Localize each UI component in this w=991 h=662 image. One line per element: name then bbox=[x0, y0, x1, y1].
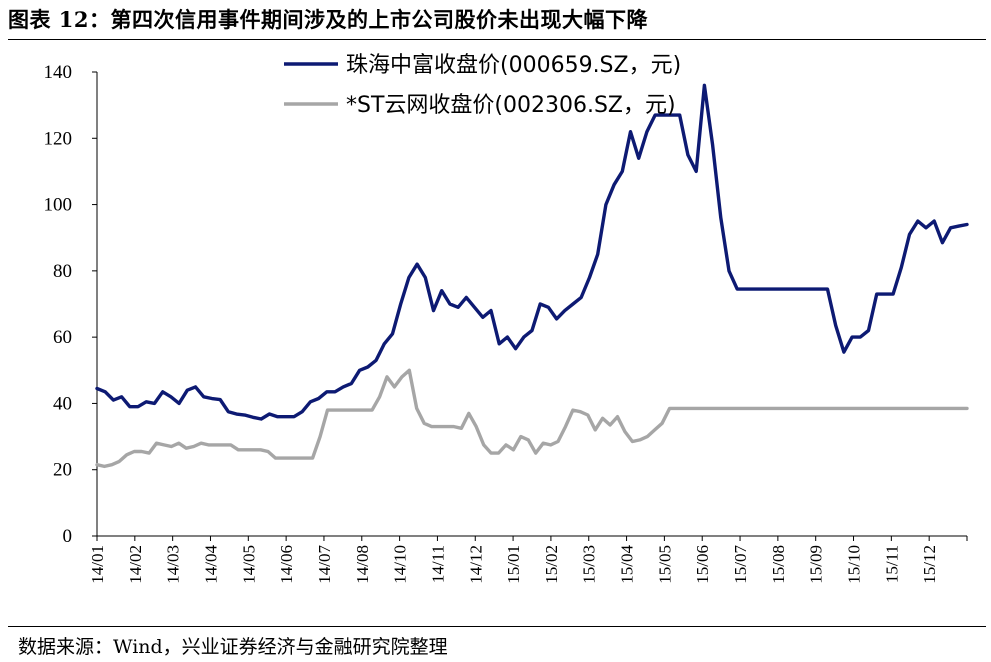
x-tick-label: 15/03 bbox=[580, 545, 599, 584]
x-tick-label: 14/03 bbox=[164, 545, 183, 584]
x-tick-label: 15/09 bbox=[807, 545, 826, 584]
series-line-2 bbox=[95, 368, 969, 469]
x-tick-label: 15/11 bbox=[882, 545, 901, 583]
y-tick-label: 60 bbox=[53, 327, 72, 348]
chart-legend: 珠海中富收盘价(000659.SZ，元) *ST云网收盘价(002306.SZ，元… bbox=[284, 53, 681, 118]
chart-axes: 0 20 40 60 80 100 120 140 14/01 14/02 14/03 14/04 14… bbox=[44, 62, 968, 584]
x-tick-label: 14/04 bbox=[201, 545, 220, 584]
y-tick-label: 0 bbox=[63, 526, 73, 547]
line-chart: 0 20 40 60 80 100 120 140 14/01 14/02 14/03 14/04 14… bbox=[44, 53, 969, 584]
bottom-rule bbox=[8, 626, 986, 627]
series-line-1 bbox=[95, 83, 969, 421]
x-tick-label: 15/04 bbox=[618, 545, 637, 584]
x-tick-label: 15/07 bbox=[731, 545, 750, 584]
top-rule bbox=[8, 39, 986, 40]
x-tick-label: 14/12 bbox=[466, 545, 485, 584]
x-tick-label: 15/08 bbox=[769, 545, 788, 584]
x-tick-label: 15/05 bbox=[655, 545, 674, 584]
x-tick-label: 15/06 bbox=[693, 545, 712, 584]
x-tick-label: 14/10 bbox=[391, 545, 410, 584]
x-tick-label: 14/11 bbox=[428, 545, 447, 583]
figure-title: 图表 12：第四次信用事件期间涉及的上市公司股价未出现大幅下降 bbox=[8, 7, 649, 32]
x-tick-label: 15/10 bbox=[845, 545, 864, 584]
figure-source: 数据来源：Wind，兴业证券经济与金融研究院整理 bbox=[18, 636, 448, 658]
y-tick-label: 140 bbox=[44, 62, 73, 83]
x-tick-label: 14/07 bbox=[315, 545, 334, 584]
y-tick-label: 100 bbox=[44, 195, 73, 216]
x-tick-label: 14/01 bbox=[88, 545, 107, 584]
x-tick-label: 14/02 bbox=[126, 545, 145, 584]
y-tick-label: 80 bbox=[53, 261, 72, 282]
y-tick-label: 20 bbox=[53, 460, 72, 481]
series-layer bbox=[95, 83, 969, 469]
legend-label-2: *ST云网收盘价(002306.SZ，元) bbox=[346, 93, 676, 118]
x-tick-label: 14/08 bbox=[353, 545, 372, 584]
x-tick-label: 14/06 bbox=[277, 545, 296, 584]
x-tick-label: 15/12 bbox=[920, 545, 939, 584]
x-tick-label: 14/05 bbox=[239, 545, 258, 584]
y-tick-label: 40 bbox=[53, 393, 72, 414]
y-tick-label: 120 bbox=[44, 128, 73, 149]
x-tick-label: 15/02 bbox=[542, 545, 561, 584]
x-tick-label: 15/01 bbox=[504, 545, 523, 584]
legend-label-1: 珠海中富收盘价(000659.SZ，元) bbox=[346, 53, 681, 78]
